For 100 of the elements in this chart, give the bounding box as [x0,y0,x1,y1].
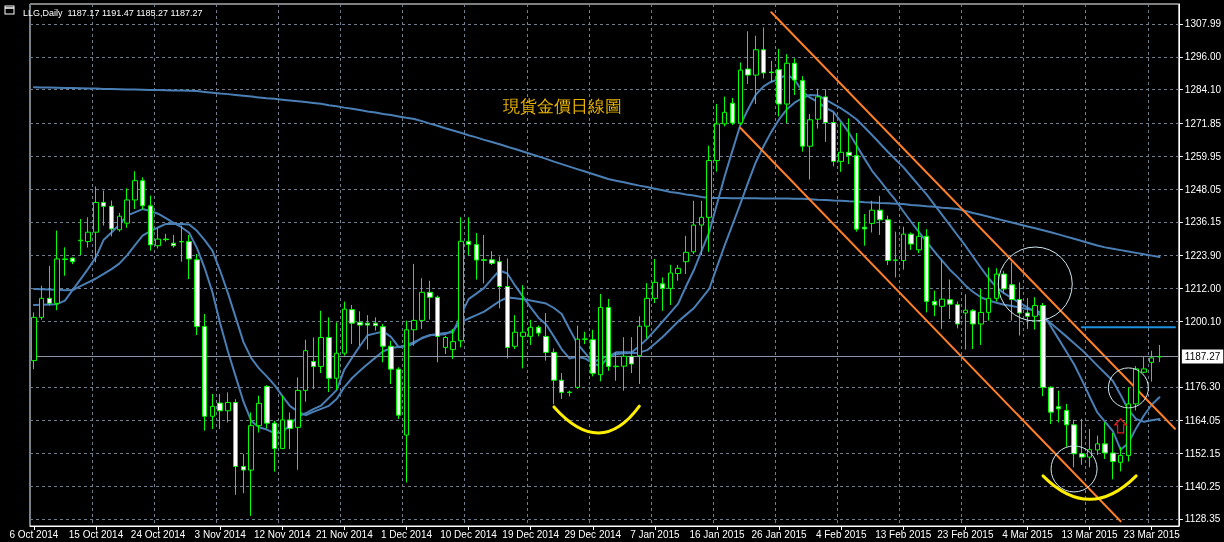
candlestick [753,35,759,105]
candlestick [598,293,603,382]
candlestick [47,265,52,307]
candlestick [536,325,541,337]
candlestick [256,395,262,434]
candlestick [117,212,122,233]
candlestick [644,282,650,339]
candlestick [1126,386,1131,463]
y-tick-label: 1236.15 [1184,216,1222,228]
candlestick [932,290,937,317]
candlestick [706,145,712,253]
candlestick [443,335,448,355]
candlestick [311,336,316,390]
candlestick [699,200,704,256]
candlestick [1017,281,1022,337]
candlestick [427,280,433,321]
candlestick [179,225,184,263]
candlestick [815,88,821,130]
candlestick [947,279,953,320]
candlestick [85,216,91,249]
candlestick [411,263,417,347]
candlestick [714,103,720,173]
candlestick [652,258,658,304]
candlestick [575,325,580,390]
candlestick [955,300,960,329]
candlestick [823,88,828,143]
candlestick [939,258,945,330]
x-tick-label: 4 Mar 2015 [1002,528,1054,540]
candlestick [1102,421,1108,460]
x-tick-label: 16 Jan 2015 [689,528,745,540]
candlestick [675,264,681,282]
candlestick [380,323,386,363]
x-tick-label: 24 Oct 2014 [130,528,186,540]
candlestick [769,60,774,83]
candlestick [543,312,549,362]
x-tick-label: 1 Dec 2014 [380,528,433,540]
candlestick [978,288,984,346]
candlestick [148,195,153,252]
candlestick [280,395,285,450]
candlestick [986,266,991,322]
candlestick [792,57,797,96]
candlestick [963,293,968,351]
candlestick [738,61,743,126]
x-tick-label: 13 Mar 2015 [1061,528,1119,540]
candlestick [357,310,363,347]
candlestick [450,328,456,360]
candlestick [272,420,277,473]
candlestick [202,313,207,432]
candlestick [1064,403,1069,448]
candlestick [194,253,200,336]
candlestick [1056,390,1061,423]
candlestick [303,339,308,403]
x-tick-label: 7 Jan 2015 [630,528,681,540]
candlestick [334,321,339,391]
candlestick [326,316,332,393]
candlestick [908,231,914,251]
candlestick [1071,419,1077,468]
candlestick [93,185,99,263]
candlestick [1110,432,1116,480]
y-tick-label: 1176.30 [1184,381,1221,393]
y-tick-label: 1140.25 [1184,480,1221,492]
candlestick [730,97,735,126]
candlestick [163,233,169,243]
y-tick-label: 1307.99 [1184,18,1222,30]
candlestick [722,96,727,127]
candlestick [489,250,495,266]
y-tick-label: 1152.15 [1184,447,1221,459]
candlestick [567,390,572,397]
candlestick [893,231,898,278]
y-tick-label: 1212.00 [1184,282,1222,294]
candlestick [1009,261,1015,322]
candlestick [140,176,145,211]
chart-title: LLG,Daily 1187.17 1191.47 1185.27 1187.27 [23,7,203,18]
candlestick [660,276,665,312]
candlestick [186,234,192,280]
candlestick [621,336,627,392]
candlestick [248,411,254,517]
candlestick [1157,344,1162,363]
x-tick-label: 3 Nov 2014 [194,528,247,540]
candlestick [132,170,138,210]
candlestick [225,391,231,423]
x-tick-label: 23 Feb 2015 [937,528,994,540]
candlestick [582,331,588,345]
candlestick [155,227,161,249]
candlestick [916,221,922,254]
candlestick [784,53,790,124]
candlestick [869,200,875,233]
candlestick [846,117,852,165]
candlestick [854,132,859,233]
candlestick [396,366,401,420]
candlestick [1048,385,1054,425]
candlestick [474,232,479,281]
candlestick [1001,270,1007,294]
candlestick [54,230,60,311]
candlestick [831,111,836,167]
y-tick-label: 1296.00 [1184,51,1222,63]
candlestick [559,372,564,400]
x-tick-label: 15 Oct 2014 [68,528,124,540]
candlestick [62,246,68,277]
candlestick [481,234,487,284]
